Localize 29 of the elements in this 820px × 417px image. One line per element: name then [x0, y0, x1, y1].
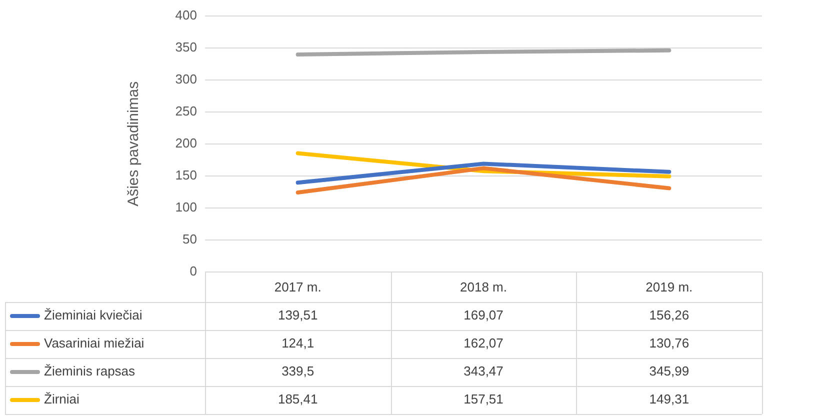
y-tick-label: 200	[175, 135, 197, 150]
x-tick-label: 2019 m.	[646, 279, 693, 294]
data-label: 124,1	[282, 336, 314, 351]
y-axis-title: Ašies pavadinimas	[125, 81, 142, 206]
data-label: 156,26	[649, 308, 690, 323]
data-label: 343,47	[464, 364, 504, 379]
y-tick-label: 250	[175, 103, 197, 118]
data-label: 345,99	[649, 364, 690, 379]
y-tick-label: 50	[182, 232, 197, 247]
legend-label: Vasariniai miežiai	[44, 336, 144, 351]
y-tick-label: 350	[175, 39, 197, 54]
data-label: 149,31	[649, 392, 690, 407]
y-tick-label: 150	[175, 168, 197, 183]
data-label: 185,41	[278, 392, 318, 407]
data-label: 162,07	[464, 336, 504, 351]
y-tick-label: 100	[175, 200, 197, 215]
y-tick-label: 0	[190, 264, 197, 279]
data-label: 157,51	[464, 392, 504, 407]
y-tick-label: 300	[175, 71, 197, 86]
x-tick-label: 2018 m.	[460, 279, 507, 294]
legend-label: Žirniai	[44, 392, 80, 407]
y-tick-label: 400	[175, 7, 197, 22]
data-label: 139,51	[278, 308, 318, 323]
data-label: 339,5	[282, 364, 314, 379]
legend-label: Žieminis rapsas	[44, 364, 136, 379]
x-tick-label: 2017 m.	[274, 279, 322, 294]
data-label: 130,76	[649, 336, 690, 351]
data-label: 169,07	[464, 308, 504, 323]
legend-label: Žieminiai kviečiai	[44, 308, 142, 323]
